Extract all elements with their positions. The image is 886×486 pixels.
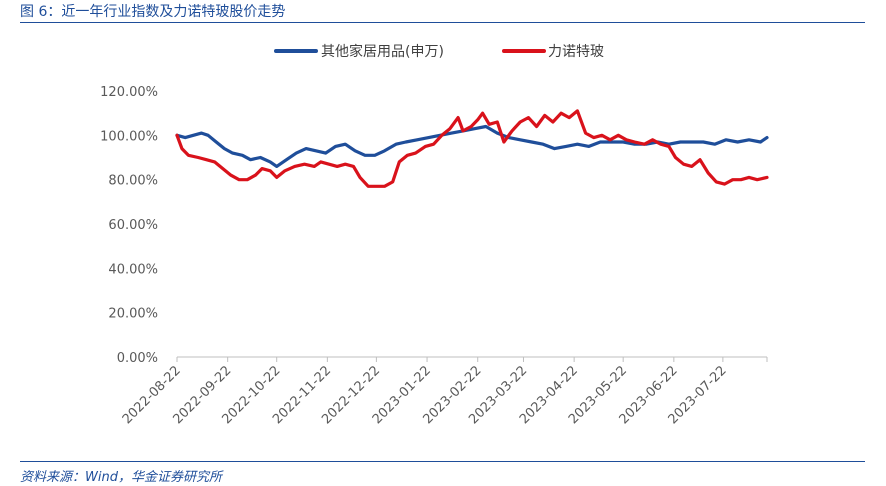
bottom-divider xyxy=(20,461,865,462)
series-line-2 xyxy=(175,109,769,188)
source-note: 资料来源：Wind，华金证券研究所 xyxy=(20,470,222,485)
legend-label-2: 力诺特玻 xyxy=(548,44,604,60)
y-axis: 0.00% 20.00% 40.00% 60.00% 80.00% 100.00% 120.… xyxy=(100,85,158,366)
plot-area xyxy=(175,109,769,188)
y-tick-label: 20.00% xyxy=(108,307,158,322)
x-axis: 2022-08-222022-09-222022-10-222022-11-22… xyxy=(120,356,768,427)
y-tick-label: 80.00% xyxy=(108,174,158,189)
legend: 其他家居用品(申万) 力诺特玻 xyxy=(274,43,604,60)
top-divider xyxy=(20,22,865,23)
y-tick-label: 120.00% xyxy=(100,85,158,100)
figure-title: 图 6：近一年行业指数及力诺特玻股价走势 xyxy=(20,4,286,20)
y-tick-label: 100.00% xyxy=(100,129,158,144)
legend-label-1: 其他家居用品(申万) xyxy=(321,43,444,60)
y-tick-label: 60.00% xyxy=(108,218,158,233)
y-tick-label: 40.00% xyxy=(108,262,158,277)
series-line-1 xyxy=(175,124,769,168)
y-tick-label: 0.00% xyxy=(117,351,158,366)
